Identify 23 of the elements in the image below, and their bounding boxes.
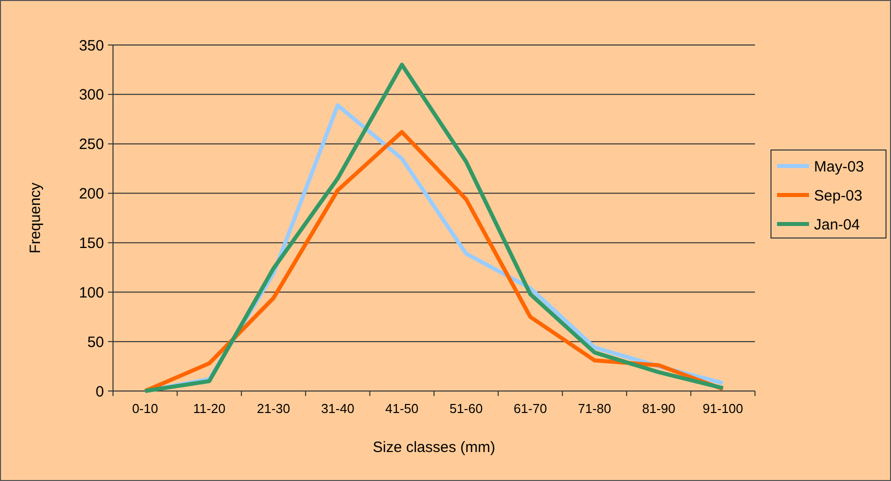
- y-tick-label: 350: [78, 37, 104, 54]
- y-axis-title: Frequency: [27, 182, 44, 254]
- legend-label: Sep-03: [814, 187, 862, 204]
- legend-label: May-03: [814, 158, 864, 176]
- x-tick-label: 81-90: [642, 401, 676, 416]
- legend-label: Jan-04: [814, 216, 860, 234]
- x-tick-label: 11-20: [193, 401, 226, 416]
- y-tick-label: 50: [87, 334, 104, 351]
- x-tick-label: 31-40: [321, 401, 354, 416]
- y-tick-label: 250: [78, 136, 104, 154]
- x-tick-label: 21-30: [256, 401, 290, 416]
- x-axis-title: Size classes (mm): [372, 439, 496, 456]
- y-tick-label: 200: [78, 186, 104, 203]
- x-tick-label: 41-50: [385, 401, 419, 416]
- y-tick-label: 150: [78, 234, 104, 252]
- y-tick-label: 100: [78, 284, 104, 302]
- x-tick-label: 91-100: [702, 401, 744, 416]
- x-tick-label: 0-10: [132, 401, 158, 416]
- y-tick-label: 0: [96, 383, 104, 400]
- x-tick-label: 51-60: [449, 401, 483, 416]
- x-tick-label: 71-80: [578, 401, 612, 416]
- x-tick-label: 61-70: [514, 401, 547, 416]
- y-tick-label: 300: [78, 86, 104, 104]
